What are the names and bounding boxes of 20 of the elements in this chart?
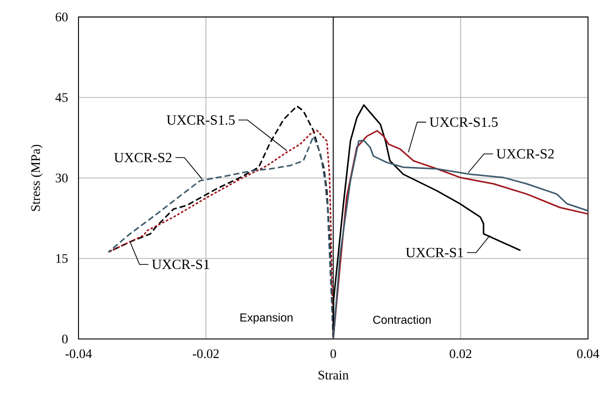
x-tick-label: -0.04: [65, 349, 92, 358]
y-tick-label: 45: [55, 93, 68, 102]
y-tick-label: 60: [56, 12, 68, 22]
annotation: UXCR-S1.5: [430, 117, 498, 127]
y-axis-title: Stress (MPa): [30, 144, 43, 211]
x-tick-label: 0.04: [577, 349, 600, 358]
y-tick-label: 30: [56, 174, 68, 182]
annotation: UXCR-S1: [152, 260, 210, 270]
annotation: UXCR-S2: [114, 152, 172, 162]
annotation: UXCR-S1.5: [166, 115, 235, 125]
x-tick-label: 0: [330, 349, 336, 358]
x-tick-label: -0.02: [192, 349, 219, 358]
y-tick-label: 0: [62, 334, 68, 344]
annotation: UXCR-S2: [496, 149, 554, 159]
y-tick-label: 15: [56, 254, 68, 263]
annotation: Contraction: [373, 315, 431, 324]
annotation: UXCR-S1: [406, 248, 464, 258]
x-tick-label: 0.02: [450, 349, 472, 358]
annotation: Expansion: [240, 313, 292, 324]
x-axis-title: Strain: [318, 370, 349, 380]
